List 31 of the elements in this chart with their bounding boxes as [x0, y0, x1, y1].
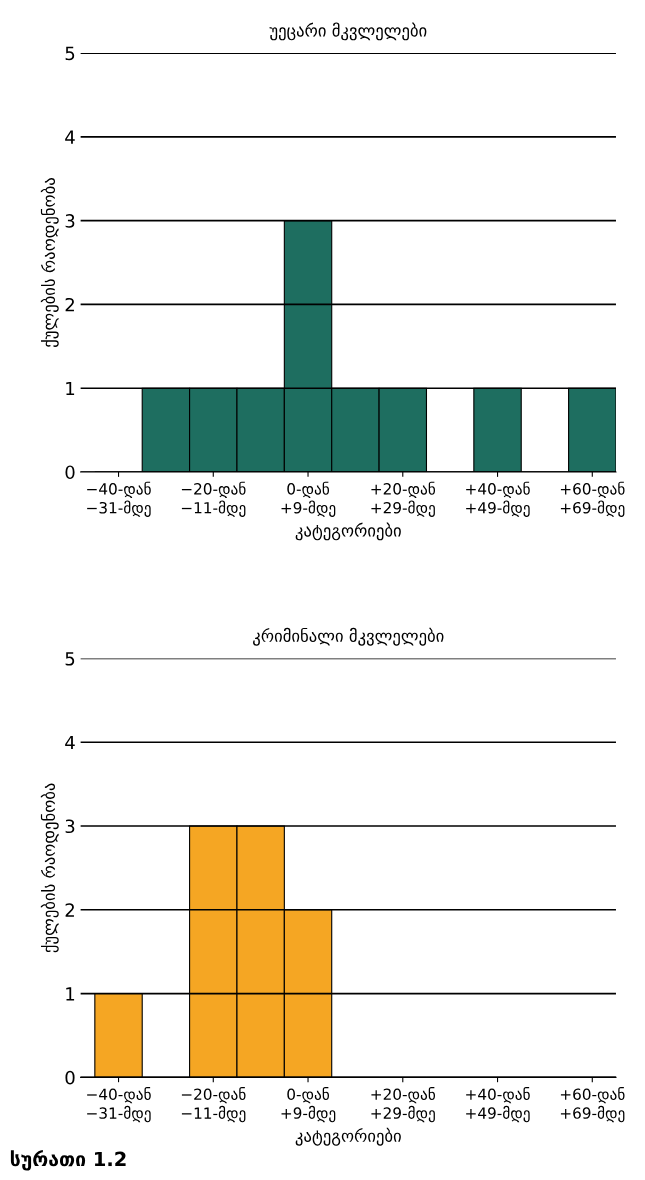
x-tick-label: +40-დან +49-მდე	[466, 1087, 530, 1123]
x-tick-label: −20-დან −11-მდე	[181, 1087, 246, 1123]
y-tick-label: 1	[66, 987, 75, 1001]
y-tick-label: 2	[65, 297, 74, 312]
x-tick-label: +40-დან +49-მდე	[466, 481, 530, 517]
y-tick-label: 4	[65, 735, 75, 750]
y-tick-label: 1	[66, 381, 75, 396]
y-tick-label: 5	[65, 652, 75, 666]
chart-title: უეცარი მკვლელები	[269, 22, 427, 41]
x-tick-label: −40-დან −31-მდე	[87, 481, 151, 517]
y-tick-label: 3	[65, 214, 75, 228]
x-tick-label: −20-დან −11-მდე	[181, 481, 246, 517]
text: სურათი 1.2	[10, 1149, 126, 1171]
y-axis-title: ქულების რაოდენობა	[40, 783, 59, 953]
x-tick-label: +20-დან +29-მდე	[371, 481, 436, 517]
x-tick-label: 0-დან +9-მდე	[281, 481, 336, 517]
y-axis-title: ქულების რაოდენობა	[40, 178, 59, 348]
y-tick-label: 0	[65, 1070, 75, 1085]
x-axis-title: კატეგორიები	[295, 1127, 401, 1146]
y-tick-label: 5	[65, 46, 75, 61]
chart-title: კრიმინალი მკვლელები	[253, 627, 444, 646]
x-tick-label: −40-დან −31-მდე	[87, 1087, 151, 1123]
x-tick-label: +60-დან +69-მდე	[560, 481, 625, 517]
x-tick-label: 0-დან +9-მდე	[281, 1087, 336, 1123]
y-tick-label: 2	[65, 903, 74, 917]
y-tick-label: 0	[65, 465, 75, 480]
y-tick-label: 4	[65, 130, 75, 144]
y-tick-label: 3	[65, 819, 75, 834]
x-tick-label: +20-დან +29-მდე	[371, 1087, 436, 1123]
x-axis-title: კატეგორიები	[295, 522, 401, 541]
x-tick-label: +60-დან +69-მდე	[560, 1087, 625, 1123]
